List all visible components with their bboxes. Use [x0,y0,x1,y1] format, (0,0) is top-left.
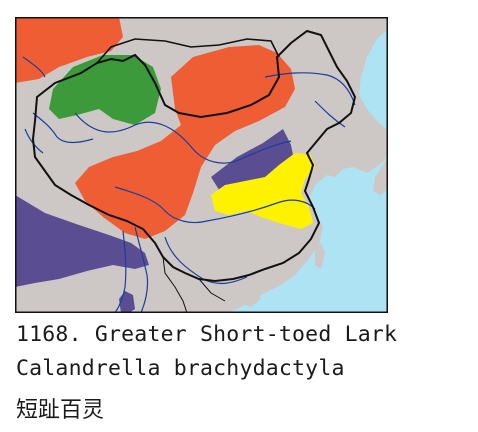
species-number-and-name: 1168. Greater Short-toed Lark [16,322,398,347]
river-mekong [114,230,127,313]
southeast-asia-borders [162,256,226,313]
river-songhua [314,100,346,128]
range-yellow [211,153,315,229]
china-border [31,29,357,283]
river-amur [264,72,356,106]
river-tarim [32,112,94,144]
mongolia-border [96,38,280,64]
river-yangtze [114,186,316,224]
river-northwest [22,56,46,78]
range-orange-northwest [15,17,123,83]
korea-peninsula [333,117,363,165]
scientific-name: Calandrella brachydactyla [16,356,345,381]
hainan-island [241,289,261,307]
range-green [49,55,161,125]
range-purple-southwest [15,195,149,287]
river-southwest [134,226,149,313]
taiwan-island [315,243,325,269]
river-yellow [74,112,292,164]
range-map [15,17,388,313]
range-orange-east [75,45,295,239]
chinese-name: 短趾百灵 [16,398,105,423]
map-frame-border [15,17,388,313]
japan-island [373,157,388,195]
